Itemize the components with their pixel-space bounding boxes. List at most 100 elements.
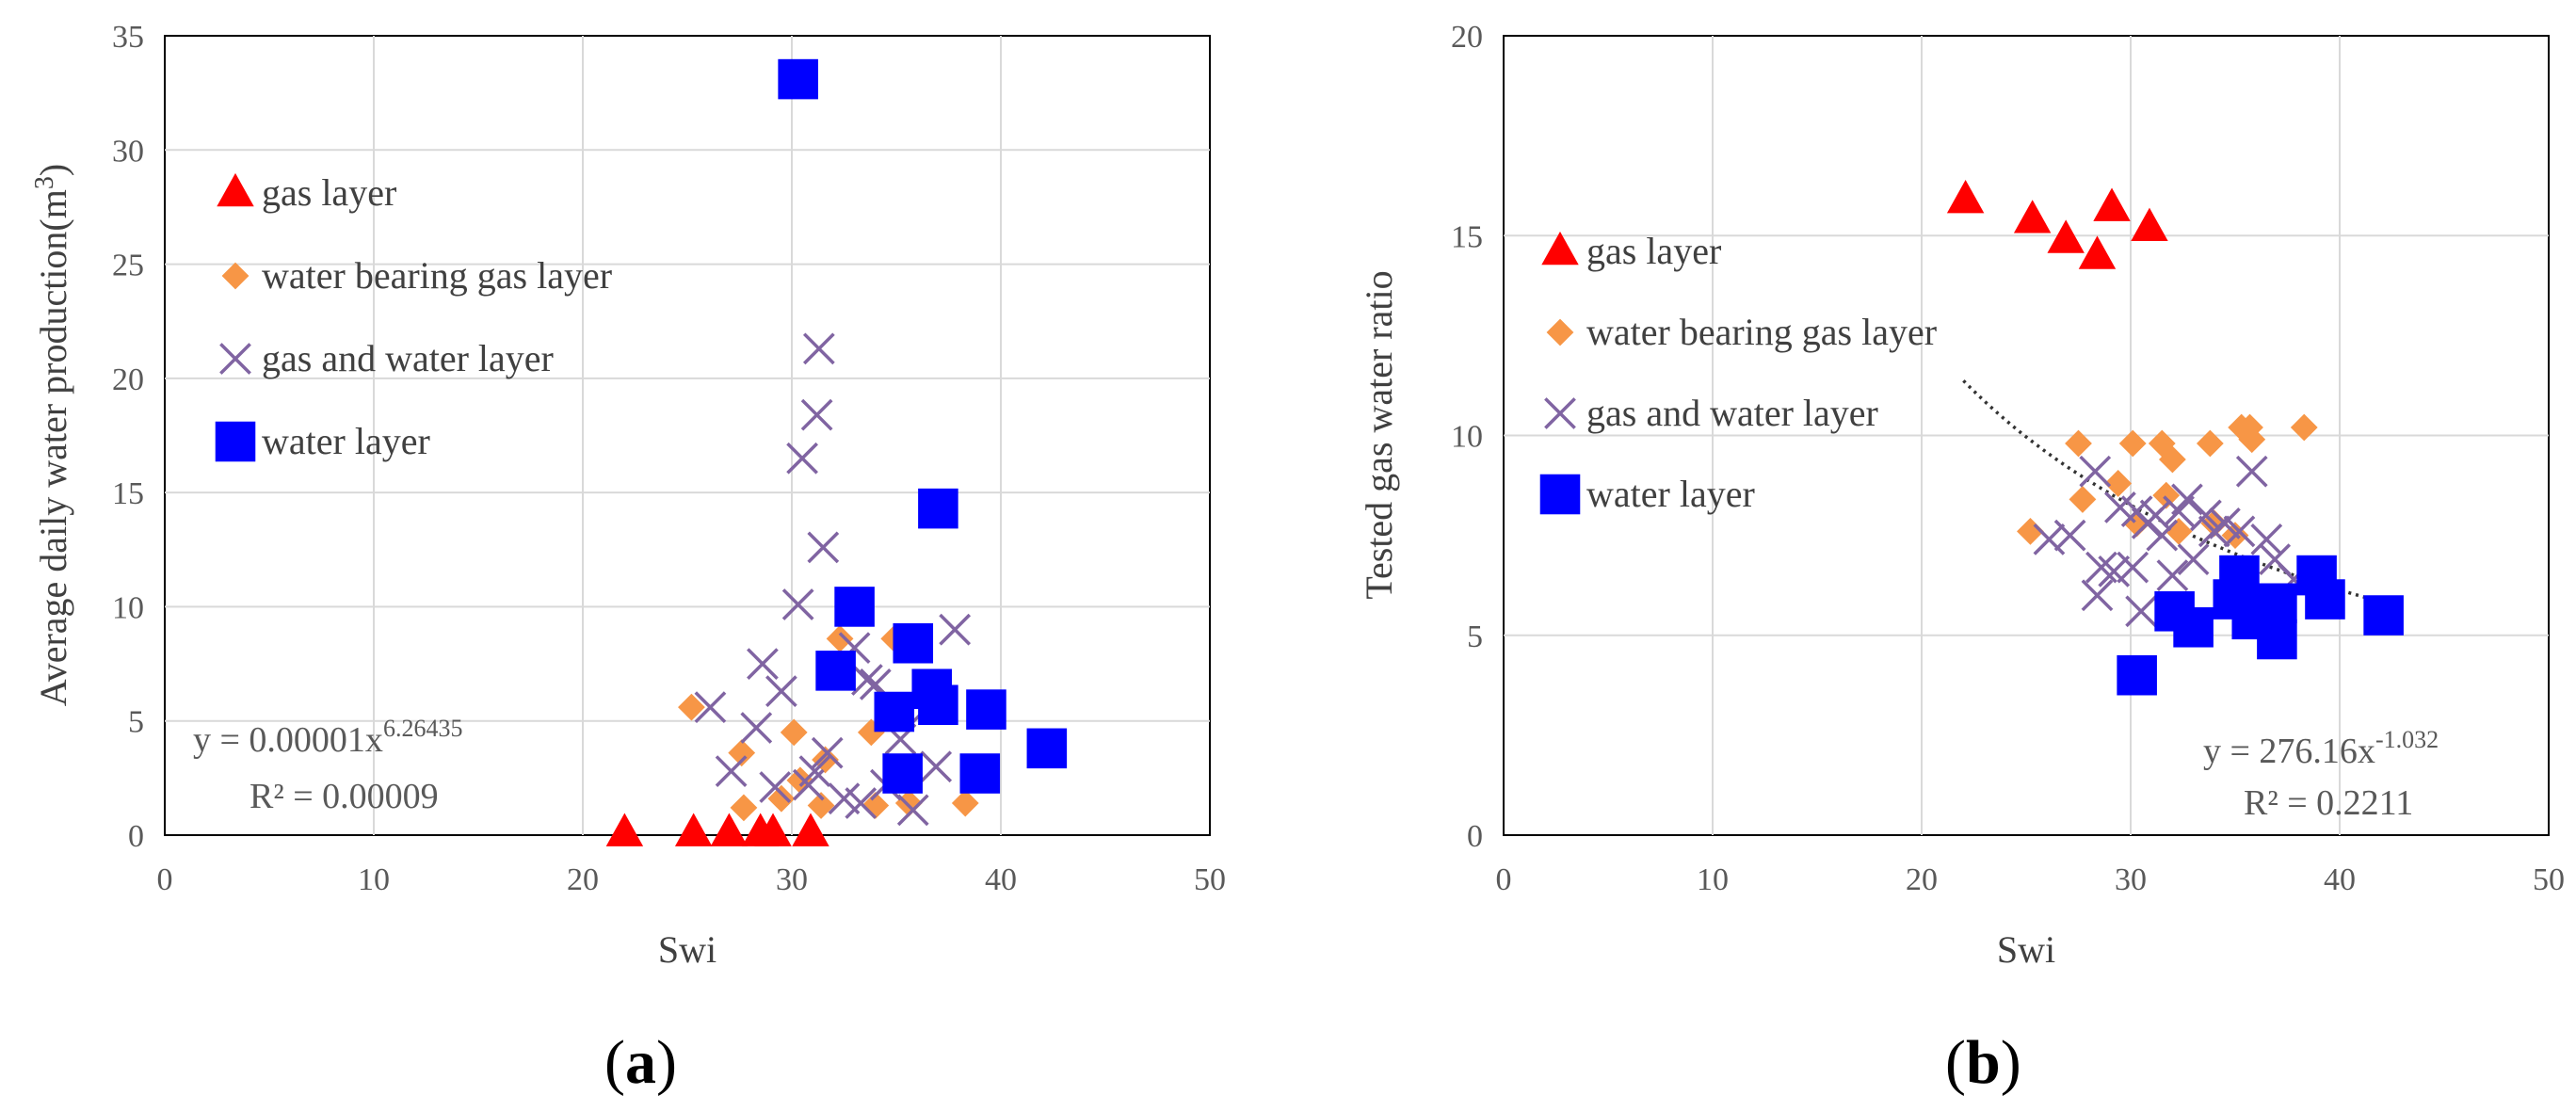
point-x-b: [2235, 455, 2268, 488]
point-x-a: [765, 675, 797, 708]
point-x-a: [811, 736, 844, 769]
legend-b: gas layer water bearing gas layer gas and …: [1539, 230, 1937, 515]
point-square-a: [874, 691, 915, 733]
point-x-b: [2053, 519, 2086, 552]
point-square-b: [2173, 606, 2214, 648]
x-axis-title-a: Swi: [658, 928, 716, 971]
point-triangle-a: [710, 813, 749, 846]
point-square-b: [2117, 654, 2157, 696]
equation-a: y = 0.00001x6.26435: [193, 715, 462, 760]
point-square-a: [893, 622, 934, 664]
point-x-b: [2081, 579, 2114, 612]
y-tick-label: 10: [112, 590, 144, 625]
point-square-b: [2257, 619, 2297, 660]
x-ticks-b: 0 10 20 30 40 50: [1496, 862, 2566, 897]
point-x-a: [740, 712, 773, 744]
y-tick-label: 20: [1451, 20, 1483, 55]
legend-label: gas and water layer: [262, 337, 554, 379]
point-square-a: [815, 651, 856, 691]
point-x-b: [2085, 551, 2117, 584]
y-tick-label: 15: [112, 476, 144, 511]
legend-marker-triangle: [1541, 231, 1579, 266]
y-tick-label: 15: [1451, 219, 1483, 254]
x-ticks-a: 0 10 20 30 40 50: [157, 862, 1227, 897]
point-diamond-a: [678, 693, 705, 721]
panel-label-a: (a): [604, 1028, 677, 1097]
point-square-a: [959, 753, 1001, 794]
y-tick-label: 20: [112, 362, 144, 397]
point-diamond-a: [730, 794, 758, 822]
point-square-a: [882, 753, 923, 794]
x-tick-label: 20: [1906, 862, 1938, 897]
y-tick-label: 30: [112, 134, 144, 169]
y-ticks-a: 0 5 10 15 20 25 30 35: [112, 20, 144, 854]
point-diamond-a: [894, 789, 923, 817]
point-x-b: [2171, 483, 2203, 516]
panel-b: 0 10 20 30 40 50 0 5 10 15 20 gas layer water bear…: [1358, 20, 2565, 1097]
legend-marker-square: [215, 421, 256, 462]
legend-label: water layer: [262, 420, 430, 462]
x-tick-label: 0: [157, 862, 173, 897]
legend-marker-x: [1544, 397, 1576, 429]
marks-a: [605, 58, 1068, 846]
y-tick-label: 35: [112, 20, 144, 55]
point-diamond-b: [2196, 429, 2224, 458]
point-triangle-b: [2013, 200, 2052, 233]
x-tick-label: 50: [2533, 862, 2565, 897]
legend-marker-diamond: [221, 262, 250, 290]
point-triangle-b: [2078, 235, 2117, 269]
panel-a: 0 10 20 30 40 50 0 5 10 15 20 25 30 35 gas layer wate…: [30, 20, 1227, 1097]
point-diamond-b: [2118, 429, 2147, 458]
point-diamond-b: [2238, 426, 2266, 454]
point-x-a: [800, 398, 833, 431]
legend-label: gas layer: [262, 171, 396, 214]
point-x-b: [2250, 523, 2283, 556]
x-tick-label: 10: [1697, 862, 1729, 897]
point-square-a: [918, 488, 958, 529]
point-x-a: [759, 771, 792, 803]
point-square-a: [918, 684, 958, 726]
y-tick-label: 0: [128, 819, 144, 854]
point-x-a: [807, 531, 840, 564]
point-x-b: [2125, 595, 2157, 628]
point-x-a: [939, 613, 972, 646]
x-tick-label: 30: [776, 862, 808, 897]
point-square-b: [2305, 579, 2345, 620]
r2-a: R² = 0.00009: [250, 777, 439, 816]
r2-b: R² = 0.2211: [2244, 783, 2413, 823]
point-diamond-a: [951, 789, 979, 817]
point-diamond-b: [2069, 486, 2097, 513]
point-diamond-a: [728, 739, 756, 767]
y-axis-title-b: Tested gas water ratio: [1358, 270, 1400, 599]
point-diamond-b: [2165, 517, 2193, 545]
point-x-a: [747, 648, 779, 680]
point-x-b: [2223, 515, 2256, 548]
point-triangle-b: [2093, 187, 2131, 221]
point-x-a: [802, 332, 835, 365]
point-x-a: [786, 442, 818, 475]
legend-marker-triangle: [217, 172, 254, 207]
point-x-b: [2098, 555, 2131, 588]
x-tick-label: 20: [567, 862, 599, 897]
legend-marker-x: [219, 343, 251, 375]
point-diamond-a: [767, 784, 796, 813]
legend-marker-square: [1539, 474, 1581, 515]
point-x-a: [896, 794, 929, 827]
y-axis-title-a: Average daily water production(m3): [30, 164, 74, 706]
point-triangle-a: [605, 813, 644, 846]
legend-marker-diamond: [1546, 318, 1574, 346]
legend-label: water layer: [1586, 473, 1755, 515]
point-x-b: [2033, 523, 2066, 556]
point-x-b: [2177, 543, 2210, 575]
point-square-b: [2219, 555, 2260, 596]
point-x-a: [781, 588, 814, 620]
point-square-a: [1026, 728, 1068, 769]
point-x-b: [2146, 519, 2179, 552]
grid-a: [165, 36, 1210, 835]
y-tick-label: 5: [128, 705, 144, 740]
point-diamond-b: [2065, 429, 2092, 458]
marks-b: [1946, 179, 2404, 696]
legend-label: water bearing gas layer: [262, 254, 612, 297]
x-tick-label: 50: [1194, 862, 1226, 897]
point-x-a: [715, 755, 748, 787]
